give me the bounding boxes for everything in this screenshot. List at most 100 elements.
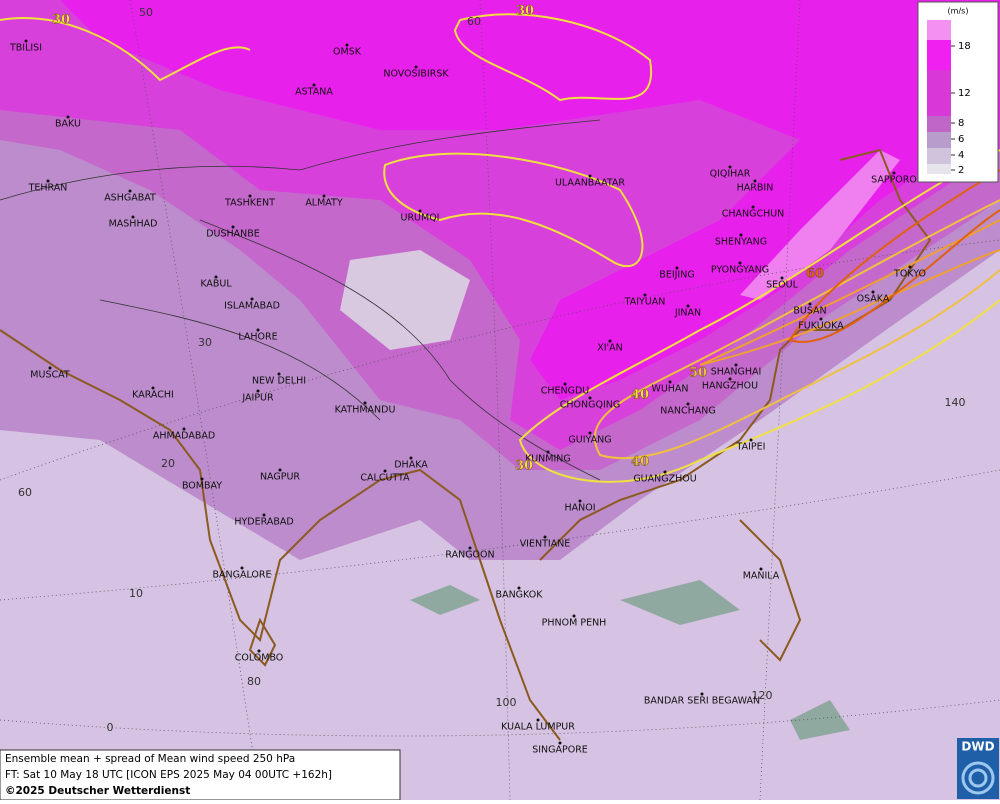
graticule (129, 0, 261, 801)
city-marker (738, 261, 742, 265)
coastline (739, 519, 802, 662)
city-marker (409, 456, 413, 460)
legend-tick-label: 4 (958, 150, 964, 161)
city-marker (414, 65, 418, 69)
city-marker (312, 83, 316, 87)
legend-unit: (m/s) (948, 7, 969, 16)
city-marker (759, 567, 763, 571)
city-marker (214, 275, 218, 279)
city-label: TAIPEI (736, 442, 766, 453)
graticule-label: 50 (139, 6, 153, 19)
city-label: AHMADABAD (153, 431, 215, 442)
city-marker (418, 209, 422, 213)
graticule (479, 0, 511, 801)
contour-label: 40 (631, 388, 649, 403)
city-marker (808, 302, 812, 306)
city-label: PYONGYANG (711, 265, 769, 276)
wind-field (620, 580, 740, 625)
city-marker (256, 389, 260, 393)
city-label: PHNOM PENH (542, 618, 607, 629)
city-marker (231, 225, 235, 229)
city-label: JAIPUR (241, 393, 274, 404)
city-label: BANDAR SERI BEGAWAN (644, 696, 760, 707)
city-marker (588, 174, 592, 178)
footer-title: Ensemble mean + spread of Mean wind spee… (5, 753, 295, 765)
city-label: BEIJING (659, 270, 694, 281)
city-label: VIENTIANE (520, 539, 571, 550)
city-marker (572, 614, 576, 618)
city-marker (668, 380, 672, 384)
wind-field (790, 700, 850, 740)
legend-band (927, 164, 951, 174)
city-marker (250, 297, 254, 301)
city-label: URUMQI (401, 213, 440, 224)
contour (383, 152, 644, 268)
city-label: CHONGQING (560, 400, 620, 411)
city-marker (24, 39, 28, 43)
coastline (0, 329, 561, 741)
city-label: HARBIN (737, 183, 774, 194)
label-layer: OMSK NOVOSIBIRSK ASTANA TBILISI BAKU TEHRAN AS… (9, 3, 966, 755)
logo-swirl (961, 761, 995, 795)
contour-label: 30 (52, 13, 70, 28)
city-marker (558, 741, 562, 745)
city-label: HYDERABAD (234, 517, 293, 528)
graticule-label: 120 (752, 689, 773, 702)
city-label: OMSK (333, 47, 362, 58)
footer-copyright: ©2025 Deutscher Wetterdienst (5, 785, 190, 797)
legend-tick-label: 2 (958, 165, 964, 176)
city-label: ALMATY (305, 198, 343, 209)
contour (699, 219, 1000, 366)
logo-swirl (968, 768, 988, 788)
city-marker (892, 171, 896, 175)
city-marker (819, 317, 823, 321)
city-label: TEHRAN (28, 183, 68, 194)
legend-tick-label: 18 (958, 41, 971, 52)
city-label: NEW DELHI (252, 376, 306, 387)
graticule-label: 60 (467, 15, 481, 28)
city-marker (128, 189, 132, 193)
city-label: MUSCAT (30, 370, 70, 381)
graticule-label: 0 (107, 721, 114, 734)
legend: (m/s) 18 12 8 6 4 2 (917, 1, 999, 183)
city-marker (48, 366, 52, 370)
city-marker (588, 396, 592, 400)
city-marker (256, 328, 260, 332)
city-label: FUKUOKA (798, 321, 844, 332)
city-label: HANOI (564, 503, 595, 514)
city-label: CHANGCHUN (722, 209, 785, 220)
city-label: KUALA LUMPUR (501, 722, 575, 733)
city-marker (278, 468, 282, 472)
legend-band (927, 40, 951, 70)
footer: Ensemble mean + spread of Mean wind spee… (0, 749, 401, 801)
city-marker (345, 43, 349, 47)
wind-field (60, 0, 1000, 400)
city-marker (728, 165, 732, 169)
city-label: RANGOON (445, 550, 494, 561)
city-label: TAIYUAN (624, 297, 666, 308)
logo: DWD (957, 738, 999, 799)
city-marker (517, 586, 521, 590)
city-marker (751, 205, 755, 209)
contour (0, 17, 251, 82)
city-label: SAPPORO (871, 175, 917, 186)
city-marker (383, 469, 387, 473)
contour-label: 60 (806, 267, 824, 282)
contour (788, 169, 1000, 343)
city-label: ASTANA (295, 87, 333, 98)
city-marker (871, 290, 875, 294)
city-label: BOMBAY (182, 481, 222, 492)
city-marker (66, 115, 70, 119)
graticule (0, 469, 1000, 601)
border (99, 299, 381, 421)
wind-field (740, 150, 900, 300)
city-marker (131, 215, 135, 219)
graticule-label: 20 (161, 457, 175, 470)
graticule-label: 10 (129, 587, 143, 600)
legend-tick-label: 12 (958, 88, 971, 99)
city-marker (277, 372, 281, 376)
city-marker (578, 499, 582, 503)
city-marker (563, 382, 567, 386)
city-label: CHENGDU (541, 386, 590, 397)
city-label: QIQIHAR (710, 169, 751, 180)
